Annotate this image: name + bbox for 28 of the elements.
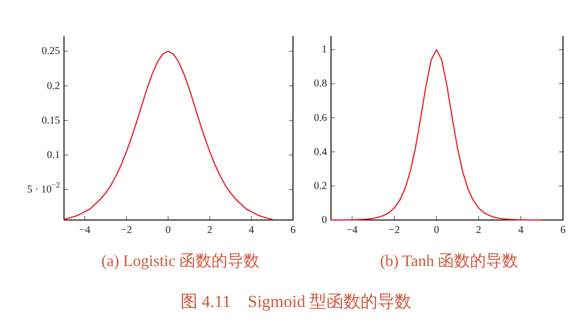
x-tick-label: −2 <box>120 225 132 236</box>
text: (a) Logistic 函数的导数 <box>101 253 260 270</box>
x-tick-label: 0 <box>165 225 171 236</box>
y-tick-label: 0.8 <box>314 78 327 90</box>
line-series <box>330 49 543 221</box>
caption: 图 4.11 Sigmoid 型函数的导数 <box>180 292 412 311</box>
x-tick-label: 2 <box>476 225 482 236</box>
y-tick-label: 0 <box>322 214 327 226</box>
y-tick-label: 0.2 <box>314 180 327 192</box>
x-tick-label: 6 <box>560 225 566 236</box>
line-series <box>63 50 273 220</box>
x-tick-label: 0 <box>434 225 440 236</box>
y-tick-label: 0.6 <box>314 112 327 124</box>
y-tick-label: 5 · 10$^{−2}$ <box>27 180 60 196</box>
y-tick-label: 0.4 <box>314 146 328 158</box>
x-tick-label: −2 <box>388 225 400 236</box>
x-tick-label: 4 <box>518 225 524 236</box>
x-tick-label: 6 <box>290 225 296 236</box>
text: (b) Tanh 函数的导数 <box>380 253 518 270</box>
x-tick-label: −4 <box>346 225 358 236</box>
y-tick-label: 0.1 <box>46 149 60 160</box>
x-tick-label: 4 <box>248 225 255 236</box>
y-tick-label: 0.15 <box>42 114 60 126</box>
y-tick-label: 1 <box>322 44 327 56</box>
x-tick-label: −4 <box>79 225 92 236</box>
y-tick-label: 0.25 <box>42 46 60 57</box>
y-tick-label: 0.2 <box>46 80 60 92</box>
x-tick-label: 2 <box>207 225 212 236</box>
